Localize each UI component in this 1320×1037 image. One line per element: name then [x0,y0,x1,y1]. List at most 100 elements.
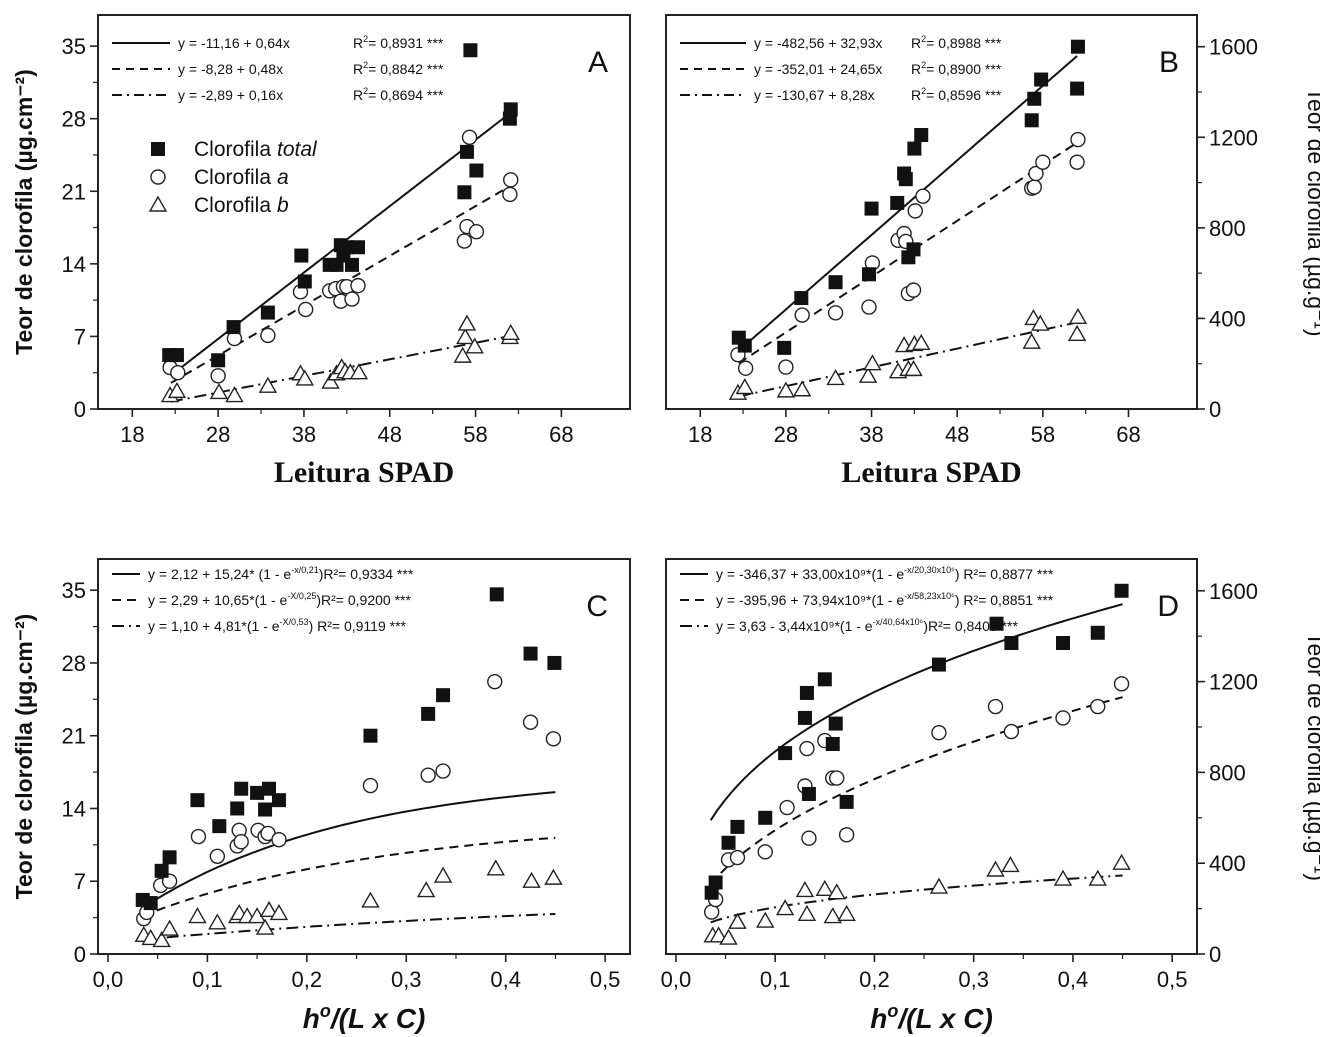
r2-symbol: R [353,35,363,51]
data-point-triangle [756,911,775,928]
equation-main: y = -2,89 + 0,16x [178,87,283,103]
data-point-square [931,657,946,672]
x-axis-title-part: L [348,1003,365,1034]
x-axis-title-part: /( [329,1003,351,1034]
data-point-square [839,794,854,809]
data-point-triangle [1031,314,1050,331]
equation-r2: )R²= 0,8405 *** [923,618,1018,634]
equation-main: y = -352,01 + 24,65x [754,61,882,77]
r2-symbol: R [911,61,921,77]
r2-symbol: R [911,35,921,51]
data-point-circle [461,129,478,146]
legend-suffix: a [277,166,289,189]
data-point-square [1070,39,1085,54]
data-point-triangle [863,354,882,371]
data-point-square [260,305,275,320]
data-point-square [463,43,478,58]
x-tick-label: 0,1 [192,967,223,992]
y-tick-label: 7 [74,869,86,894]
x-tick-label: 28 [774,422,798,447]
data-point-triangle [141,928,160,946]
data-point-triangle [776,381,796,398]
data-point-triangle [544,868,563,885]
data-point-triangle [255,918,275,935]
data-point-circle [190,828,207,845]
r2-value: = 0,8900 *** [926,61,1002,77]
plot-frame [97,14,631,410]
panel-B: 18 28 38 48 58 68 0 400 800 1200 1600 Teor de cloro… [665,14,1320,489]
y-tick-label: 0 [74,942,86,967]
data-point-triangle [826,369,845,386]
data-point-square [503,102,518,117]
data-point-circle [987,698,1004,715]
data-point-circle [799,740,815,757]
equation-main: y = -130,67 + 8,28x [754,87,875,103]
data-point-circle [729,849,746,866]
legend-label: Clorofila total [194,138,318,161]
r2-symbol: R [353,87,363,103]
fit-line-dashdot [142,913,556,941]
data-point-triangle [1053,869,1073,886]
data-point-triangle [349,363,369,380]
data-point-circle [827,305,844,321]
data-point-square [989,616,1004,631]
x-axis-title-part: h [870,1003,887,1034]
data-point-square [828,716,843,731]
data-point-square [489,587,504,602]
equation-text: y = 2,29 + 10,65*(1 - e-X/0,25)R²= 0,920… [148,591,411,608]
x-axis-title-part: ) [413,1003,425,1034]
data-point-triangle [457,314,477,331]
fit-line-dashdot [738,321,1078,398]
data-point-circle [260,327,276,344]
equation-main: y = -11,16 + 0,64x [178,35,290,51]
data-point-square [861,267,876,282]
data-point-square [1090,625,1105,640]
x-axis-title-part: x [365,1003,396,1034]
equation-exponent: -X/0,53 [280,617,309,627]
data-point-triangle [1022,332,1041,349]
data-point-square [421,706,436,721]
data-point-triangle [433,866,453,883]
equation-main: y = -346,37 + 33,00x10⁹*(1 - e [716,566,904,582]
equation-text: y = -130,67 + 8,28x [754,87,875,103]
data-point-square [190,793,205,808]
data-point-triangle [160,919,179,936]
data-point-triangle [416,881,436,898]
data-point-square [890,195,905,210]
equation-r2: ) R²= 0,9119 *** [309,618,407,634]
data-point-circle [931,724,947,741]
equation-main: y = -395,96 + 73,94x10⁹*(1 - e [716,592,904,608]
data-point-square [211,353,226,368]
data-point-square [271,793,286,808]
r2-value: = 0,8596 *** [926,87,1002,103]
data-point-circle [915,188,931,204]
data-point-triangle [912,333,931,351]
data-point-square [828,275,843,290]
equation-r2: R2= 0,8694 *** [353,86,444,103]
data-point-triangle [728,912,747,929]
equation-text: y = -346,37 + 33,00x10⁹*(1 - e-x/20,30x1… [716,565,1054,582]
equation-r2: )R²= 0,9200 *** [316,592,411,608]
data-point-circle [829,770,845,786]
data-point-circle [233,834,249,850]
x-tick-label: 18 [688,422,712,447]
data-point-triangle [837,904,856,921]
equation-r2: R2= 0,8988 *** [911,34,1002,51]
data-point-square [169,348,184,363]
equation-exponent: -x/0,21 [291,565,319,575]
equation-r2: R2= 0,8931 *** [353,34,444,51]
panel-letter: A [588,46,608,79]
equation-main: y = 2,29 + 10,65*(1 - e [148,592,288,608]
data-point-triangle [258,376,278,393]
data-point-triangle [827,883,846,900]
data-point-square [799,685,814,700]
x-tick-label: 0,4 [1058,967,1089,992]
y-tick-label: 400 [1209,851,1246,876]
data-point-square [459,144,474,159]
x-axis-title-part: L [915,1003,932,1034]
data-point-square [457,185,472,200]
data-point-circle [1090,698,1106,715]
data-point-triangle [361,891,380,908]
data-point-square [708,875,723,890]
data-point-circle [522,714,539,730]
